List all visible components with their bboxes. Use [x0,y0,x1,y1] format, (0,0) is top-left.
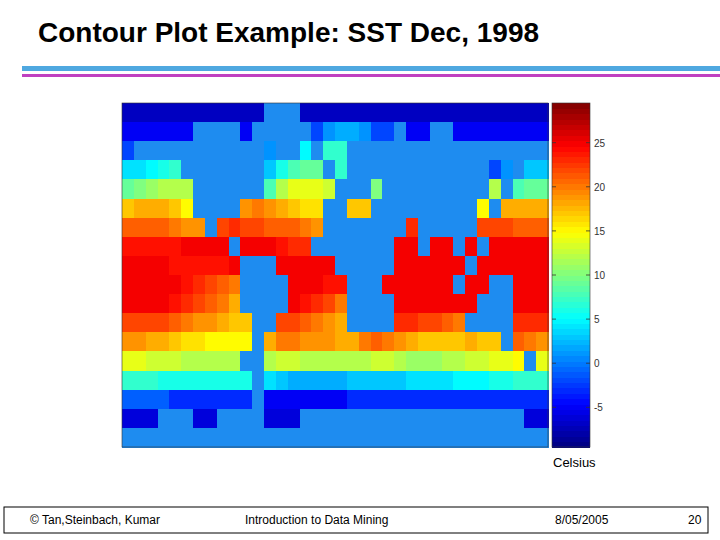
svg-text:-5: -5 [594,402,603,413]
svg-text:8/05/2005: 8/05/2005 [555,513,609,527]
svg-text:5: 5 [594,314,600,325]
svg-text:Introduction to Data Mining: Introduction to Data Mining [245,513,388,527]
svg-text:20: 20 [594,182,606,193]
svg-text:0: 0 [594,358,600,369]
svg-text:Celsius: Celsius [553,455,596,470]
svg-text:© Tan,Steinbach, Kumar: © Tan,Steinbach, Kumar [30,513,160,527]
svg-text:25: 25 [594,138,606,149]
svg-text:15: 15 [594,226,606,237]
svg-text:Contour Plot Example: SST Dec,: Contour Plot Example: SST Dec, 1998 [38,17,539,48]
svg-text:10: 10 [594,270,606,281]
svg-text:20: 20 [688,513,702,527]
